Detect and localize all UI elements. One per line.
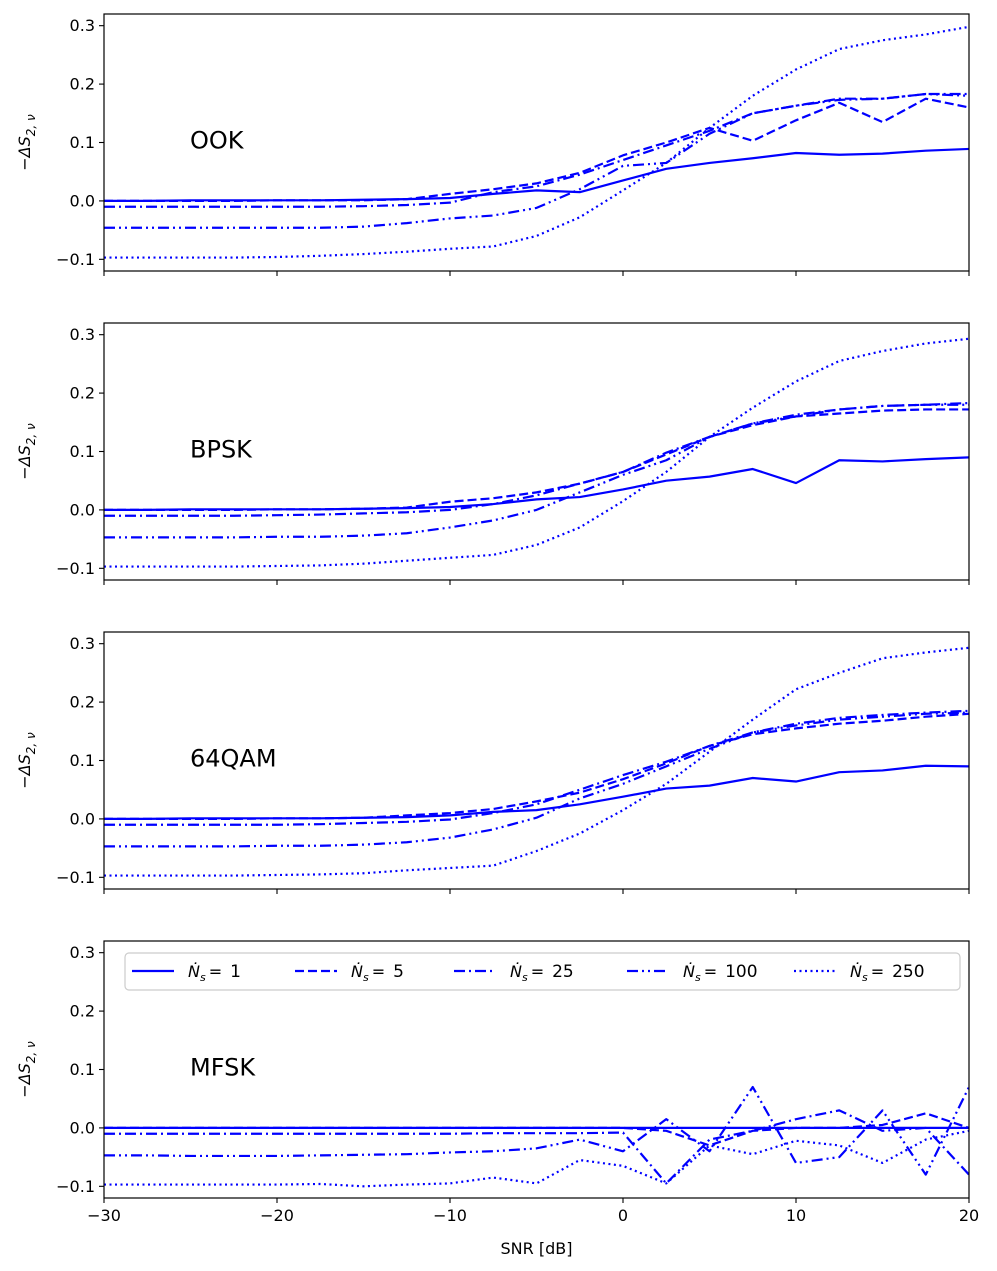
- x-tick-label: −10: [433, 1206, 467, 1225]
- x-tick-label: −20: [260, 1206, 294, 1225]
- panel-label: MFSK: [190, 1054, 256, 1082]
- y-tick-label: 0.0: [70, 191, 95, 210]
- panel-bpsk: −0.1 0.0 0.1 0.2 0.3 −ΔS2, ν BPSK: [15, 322, 970, 585]
- series-group: [104, 25, 969, 259]
- y-tick-label: 0.3: [70, 943, 95, 962]
- x-axis-label: SNR [dB]: [501, 1239, 573, 1258]
- legend-label: Ṅs = 250: [850, 962, 925, 984]
- series-line-dashed: [104, 408, 969, 512]
- legend-box: [124, 952, 961, 991]
- y-tick-label: −0.1: [56, 559, 95, 578]
- series-line-dashed: [104, 712, 969, 821]
- panel-mfsk: −0.1 0.0 0.1 0.2 0.3 −30 −20 −10 0 10 20 SNR [dB] −Δ…: [15, 940, 979, 1258]
- series-line-dotted: [104, 25, 969, 259]
- x-tick-label: 10: [786, 1206, 806, 1225]
- series-line-dashed: [104, 1112, 969, 1147]
- panel-ook: −0.1 0.0 0.1 0.2 0.3 −ΔS2, ν OOK: [15, 13, 970, 276]
- series-line-dashdot: [104, 92, 969, 208]
- series-line-dashdot: [104, 709, 969, 826]
- panel-label: OOK: [190, 127, 245, 155]
- panel-label: 64QAM: [190, 745, 277, 773]
- y-tick-label: 0.2: [70, 384, 95, 403]
- y-axis-label: −ΔS2, ν: [15, 1041, 38, 1098]
- y-tick-label: −0.1: [56, 250, 95, 269]
- x-tick-label: 20: [959, 1206, 979, 1225]
- y-tick-label: 0.3: [70, 634, 95, 653]
- series-line-dashdotdot: [104, 403, 969, 539]
- series-line-dashdot: [104, 1109, 969, 1185]
- legend-label: Ṅs = 25: [510, 962, 574, 984]
- x-tick-label: 0: [618, 1206, 628, 1225]
- y-tick-label: 0.1: [70, 133, 95, 152]
- y-tick-label: 0.1: [70, 751, 95, 770]
- series-line-dashdot: [104, 401, 969, 517]
- panel-64qam: −0.1 0.0 0.1 0.2 0.3 −ΔS2, ν 64QAM: [15, 631, 970, 894]
- y-axis-label: −ΔS2, ν: [15, 114, 38, 171]
- series-line-dotted: [104, 337, 969, 568]
- y-tick-label: 0.3: [70, 16, 95, 35]
- y-tick-label: 0.1: [70, 442, 95, 461]
- series-group: [104, 337, 969, 568]
- legend: Ṅs = 1 Ṅs = 5 Ṅs = 25 Ṅs = 100 Ṅs = 250: [124, 952, 961, 991]
- y-tick-label: −0.1: [56, 1177, 95, 1196]
- panel-label: BPSK: [190, 436, 253, 464]
- series-group: [104, 646, 969, 877]
- series-line-dotted: [104, 646, 969, 877]
- y-axis-label: −ΔS2, ν: [15, 423, 38, 480]
- y-tick-label: 0.2: [70, 75, 95, 94]
- series-line-dashdotdot: [104, 711, 969, 848]
- legend-label: Ṅs = 1: [188, 962, 241, 984]
- series-line-dotted: [104, 1129, 969, 1188]
- y-tick-label: 0.1: [70, 1060, 95, 1079]
- series-line-dashdotdot: [104, 92, 969, 229]
- x-tick-label: −30: [87, 1206, 121, 1225]
- y-tick-label: 0.2: [70, 1002, 95, 1021]
- y-tick-label: 0.0: [70, 809, 95, 828]
- series-line-dashed: [104, 97, 969, 203]
- y-tick-label: 0.0: [70, 1118, 95, 1137]
- y-axis-label: −ΔS2, ν: [15, 732, 38, 789]
- panels: −0.1 0.0 0.1 0.2 0.3 −ΔS2, ν OOK −0.1 0.0 0.1 0.2 0…: [15, 13, 979, 1258]
- legend-label: Ṅs = 5: [351, 962, 404, 984]
- series-group: [104, 1085, 969, 1188]
- y-tick-label: 0.2: [70, 693, 95, 712]
- y-tick-label: 0.3: [70, 325, 95, 344]
- y-tick-label: −0.1: [56, 868, 95, 887]
- y-tick-label: 0.0: [70, 500, 95, 519]
- legend-label: Ṅs = 100: [683, 962, 758, 984]
- series-line-dashdotdot: [104, 1085, 969, 1176]
